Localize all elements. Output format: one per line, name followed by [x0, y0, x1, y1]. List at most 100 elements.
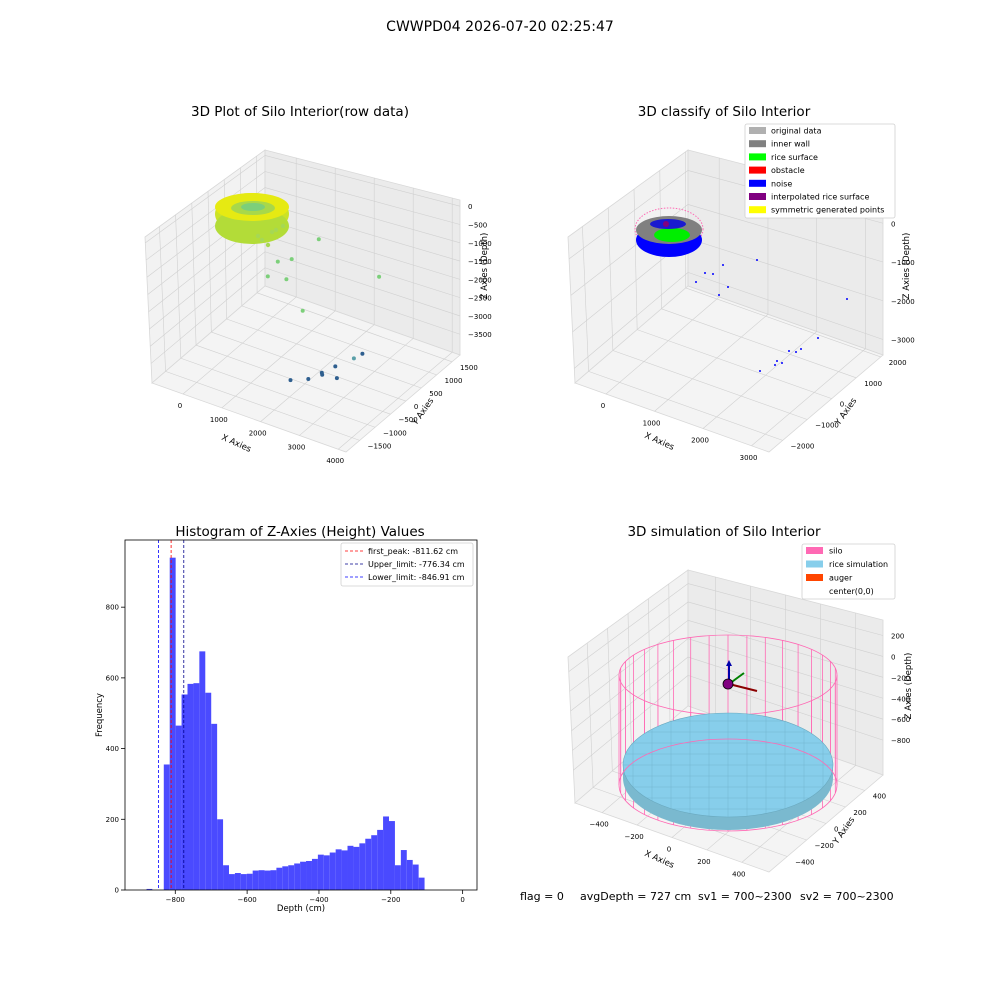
- histogram-ticks: −800 −600 −400 −200 0 0 200 400 600 800: [106, 604, 465, 904]
- histogram-bar: [234, 873, 241, 890]
- z-tick-label: −200: [891, 674, 910, 682]
- histogram-legend-items: first_peak: -811.62 cm Upper_limit: -776.…: [345, 547, 465, 582]
- x-tick-label: −800: [166, 896, 185, 904]
- x-tick-label: −400: [590, 821, 609, 829]
- x-tick-label: −200: [624, 833, 643, 841]
- histogram-bar: [252, 870, 259, 890]
- legend-label: silo: [829, 547, 843, 556]
- raw-data-point: [334, 376, 339, 381]
- y-tick-label: −200: [815, 842, 834, 850]
- classify-ring-cluster: [634, 207, 704, 257]
- legend-label: original data: [771, 127, 822, 136]
- noise-point: [718, 294, 720, 296]
- raw-y-axis-label: Y Axies: [410, 396, 437, 428]
- histogram-bar: [377, 829, 384, 890]
- histogram-bar: [317, 854, 324, 890]
- x-tick-label: 0: [178, 402, 182, 410]
- histogram-legend: first_peak: -811.62 cm Upper_limit: -776.…: [340, 542, 474, 587]
- histogram-bar: [300, 861, 307, 890]
- x-tick-label: −200: [381, 896, 400, 904]
- histogram-bar: [383, 816, 389, 890]
- x-tick-label: 0: [460, 896, 464, 904]
- classify-x-axis-label: X Axies: [643, 431, 676, 453]
- histogram-bar: [335, 849, 342, 890]
- y-tick-label: −1000: [383, 429, 407, 437]
- histogram-bar: [371, 835, 378, 890]
- raw-data-point: [259, 237, 265, 243]
- noise-point: [727, 286, 729, 288]
- noise-point: [846, 298, 848, 300]
- noise-point: [756, 259, 758, 261]
- raw-scatter-points: [255, 223, 382, 383]
- z-tick-label: −1000: [468, 240, 492, 248]
- legend-label: symmetric generated points: [771, 206, 884, 215]
- y-tick-label: 0: [840, 401, 844, 409]
- legend-swatch: [749, 153, 766, 161]
- z-tick-label: −500: [468, 221, 487, 229]
- y-tick-label: 200: [853, 809, 866, 817]
- raw-floor-pane: [151, 285, 461, 453]
- legend-label: rice simulation: [829, 560, 888, 569]
- y-tick-label: 0: [414, 403, 418, 411]
- auger-marker: [722, 660, 758, 692]
- raw-z-axis-label: Z Axies (Depth): [480, 233, 490, 300]
- raw-data-point: [306, 377, 311, 381]
- legend-swatch: [806, 574, 823, 581]
- histogram-bar: [264, 870, 271, 890]
- histogram-bar: [323, 855, 330, 890]
- raw-plot-title: 3D Plot of Silo Interior(row data): [191, 104, 409, 120]
- raw-data-point: [255, 233, 261, 239]
- legend-label: interpolated rice surface: [771, 193, 869, 202]
- histogram-bar: [240, 874, 247, 890]
- raw-data-point: [300, 308, 305, 313]
- noise-point: [774, 364, 776, 366]
- histogram-vlines: [158, 540, 185, 890]
- x-tick-label: 0: [601, 402, 605, 410]
- footer-sv2: sv2 = 700~2300: [800, 890, 894, 903]
- x-tick-label: −600: [238, 896, 257, 904]
- x-tick-label: 1000: [210, 416, 228, 424]
- y-tick-label: 1000: [864, 380, 882, 388]
- z-tick-label: −1500: [468, 258, 492, 266]
- histogram-bar: [353, 846, 360, 890]
- x-tick-label: 1000: [643, 419, 661, 427]
- legend-swatch: [749, 127, 766, 134]
- legend-swatch: [749, 166, 766, 174]
- noise-point: [776, 360, 778, 362]
- y-tick-label: 500: [429, 390, 442, 398]
- raw-data-point: [319, 370, 324, 375]
- noise-point: [788, 350, 790, 352]
- footer-flag: flag = 0: [520, 890, 564, 903]
- histogram-bar: [359, 843, 366, 890]
- histogram-bar: [175, 725, 182, 890]
- classify-floor-pane: [574, 285, 884, 453]
- x-tick-label: 2000: [691, 437, 709, 445]
- z-tick-label: 200: [891, 633, 904, 641]
- legend-swatch: [806, 547, 823, 554]
- histogram-bar: [217, 819, 224, 890]
- classify-3d-plot: 3D classify of Silo Interior 0 1000 2000 30…: [567, 104, 915, 462]
- x-tick-label: −400: [309, 896, 328, 904]
- histogram-bar: [211, 723, 218, 890]
- z-tick-label: 0: [891, 220, 895, 228]
- legend-swatch: [749, 193, 766, 200]
- histogram-axes-frame: [124, 539, 478, 891]
- histogram-bars: [146, 557, 425, 890]
- z-tick-label: −2000: [891, 298, 915, 306]
- histogram-bar: [418, 877, 425, 890]
- histogram-bar: [329, 852, 336, 890]
- raw-data-point: [377, 274, 382, 279]
- histogram-title: Histogram of Z-Axies (Height) Values: [175, 524, 424, 540]
- noise-point: [781, 362, 783, 364]
- x-tick-label: 0: [667, 846, 671, 854]
- histogram-y-label: Frequency: [95, 693, 105, 737]
- raw-tick-labels: 01000200030004000−1500−1000−500050010001…: [178, 203, 492, 465]
- legend-swatch: [749, 179, 766, 187]
- noise-point: [795, 351, 797, 353]
- histogram-bar: [228, 874, 235, 890]
- classify-y-axis-label: Y Axies: [833, 396, 860, 428]
- histogram-bar: [341, 850, 348, 890]
- histogram-bar: [146, 888, 153, 890]
- z-tick-label: −1000: [891, 259, 915, 267]
